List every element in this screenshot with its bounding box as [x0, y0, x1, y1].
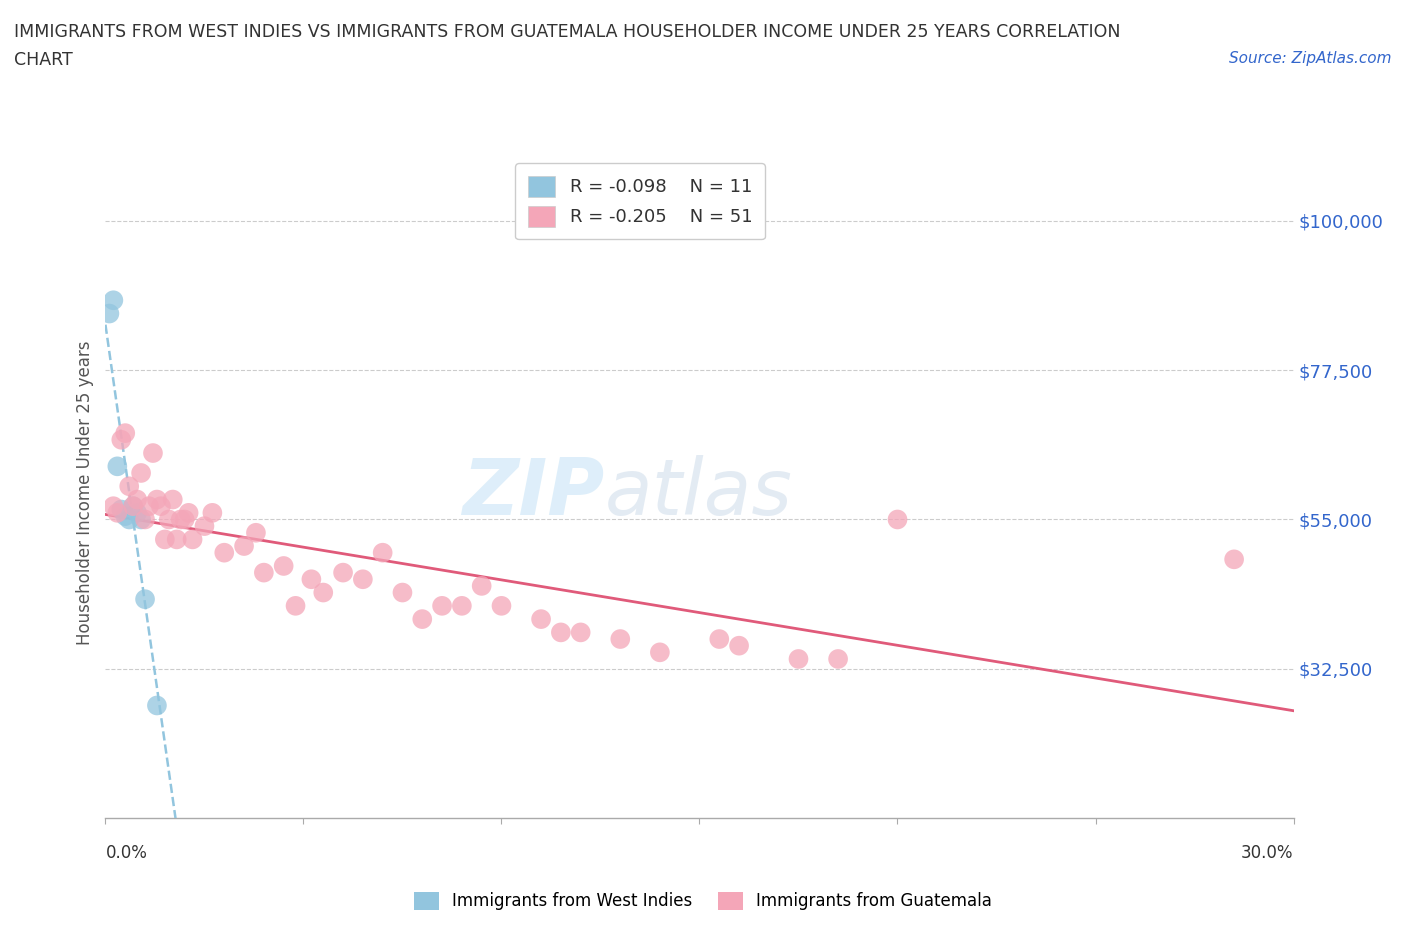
- Point: [173, 512, 195, 527]
- Point: [157, 512, 180, 527]
- Point: [122, 498, 145, 513]
- Point: [569, 625, 592, 640]
- Point: [138, 498, 160, 513]
- Point: [609, 631, 631, 646]
- Point: [114, 426, 136, 441]
- Point: [312, 585, 335, 600]
- Point: [391, 585, 413, 600]
- Legend: R = -0.098    N = 11, R = -0.205    N = 51: R = -0.098 N = 11, R = -0.205 N = 51: [516, 164, 765, 239]
- Point: [153, 532, 176, 547]
- Text: IMMIGRANTS FROM WEST INDIES VS IMMIGRANTS FROM GUATEMALA HOUSEHOLDER INCOME UNDE: IMMIGRANTS FROM WEST INDIES VS IMMIGRANT…: [14, 23, 1121, 41]
- Point: [214, 545, 236, 560]
- Point: [709, 631, 731, 646]
- Point: [98, 306, 121, 321]
- Y-axis label: Householder Income Under 25 years: Householder Income Under 25 years: [76, 340, 94, 645]
- Point: [430, 598, 453, 613]
- Point: [284, 598, 307, 613]
- Point: [129, 466, 152, 481]
- Point: [146, 698, 169, 713]
- Point: [105, 458, 128, 473]
- Point: [149, 498, 172, 513]
- Point: [103, 293, 125, 308]
- Point: [371, 545, 394, 560]
- Point: [110, 432, 132, 447]
- Point: [134, 512, 156, 527]
- Point: [450, 598, 472, 613]
- Point: [114, 509, 136, 524]
- Point: [201, 505, 224, 520]
- Point: [787, 652, 810, 667]
- Point: [299, 572, 322, 587]
- Point: [411, 612, 433, 627]
- Point: [105, 505, 128, 520]
- Point: [170, 512, 193, 527]
- Point: [648, 644, 671, 659]
- Point: [530, 612, 553, 627]
- Point: [886, 512, 908, 527]
- Text: Source: ZipAtlas.com: Source: ZipAtlas.com: [1229, 51, 1392, 66]
- Point: [122, 498, 145, 513]
- Text: ZIP: ZIP: [463, 455, 605, 531]
- Point: [162, 492, 184, 507]
- Point: [127, 492, 149, 507]
- Point: [471, 578, 494, 593]
- Point: [142, 445, 165, 460]
- Point: [491, 598, 513, 613]
- Point: [146, 492, 169, 507]
- Point: [550, 625, 572, 640]
- Point: [166, 532, 188, 547]
- Point: [827, 652, 849, 667]
- Point: [181, 532, 204, 547]
- Point: [103, 498, 125, 513]
- Point: [352, 572, 374, 587]
- Point: [193, 519, 215, 534]
- Point: [118, 512, 141, 527]
- Text: CHART: CHART: [14, 51, 73, 69]
- Legend: Immigrants from West Indies, Immigrants from Guatemala: Immigrants from West Indies, Immigrants …: [408, 885, 998, 917]
- Text: atlas: atlas: [605, 455, 793, 531]
- Text: 30.0%: 30.0%: [1241, 844, 1294, 862]
- Point: [118, 479, 141, 494]
- Point: [332, 565, 354, 580]
- Point: [177, 505, 200, 520]
- Point: [110, 502, 132, 517]
- Point: [233, 538, 256, 553]
- Point: [127, 505, 149, 520]
- Point: [253, 565, 276, 580]
- Point: [273, 559, 295, 574]
- Text: 0.0%: 0.0%: [105, 844, 148, 862]
- Point: [1223, 551, 1246, 566]
- Point: [728, 638, 751, 653]
- Point: [129, 512, 152, 527]
- Point: [134, 591, 156, 606]
- Point: [245, 525, 267, 540]
